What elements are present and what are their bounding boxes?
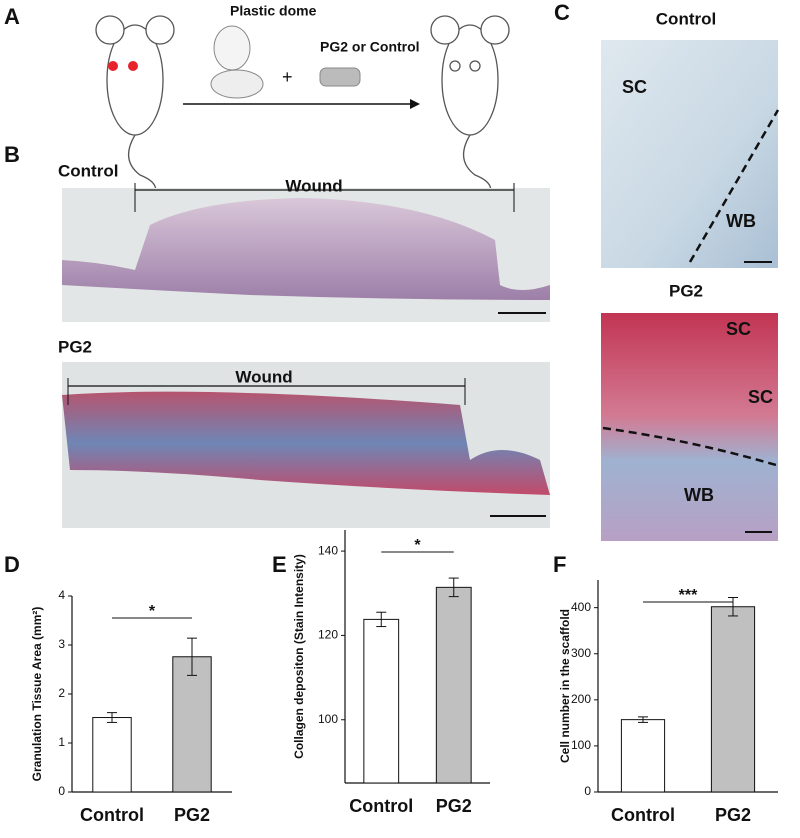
y-tick-label: 1	[58, 735, 65, 749]
significance: *	[149, 603, 156, 620]
y-axis-label: Cell number in the scaffold	[558, 609, 572, 763]
panel-label: F	[553, 552, 566, 577]
boundary	[602, 426, 777, 467]
wound-label: Wound	[235, 367, 292, 386]
y-tick-label: 400	[571, 600, 591, 614]
y-tick-label: 100	[571, 738, 591, 752]
x-tick-label: Control	[349, 796, 413, 816]
wound-dot	[108, 61, 118, 71]
wound-dot	[128, 61, 138, 71]
bar	[710, 606, 756, 793]
significance: *	[414, 537, 421, 554]
region-label: WB	[684, 485, 714, 505]
bar	[620, 719, 666, 793]
tissue	[62, 391, 550, 495]
boundary	[688, 109, 780, 263]
region-label: SC	[748, 387, 773, 407]
section-title: Control	[656, 9, 716, 28]
y-tick-label: 4	[58, 588, 65, 602]
y-tick-label: 100	[318, 712, 338, 726]
bar	[363, 618, 400, 784]
y-tick-label: 0	[58, 784, 65, 798]
x-tick-label: PG2	[174, 805, 210, 825]
arrow-head	[410, 99, 420, 109]
panel-label: E	[272, 552, 287, 577]
region-label: SC	[726, 319, 751, 339]
panel-label: A	[4, 4, 20, 29]
bar	[435, 586, 472, 784]
x-tick-label: Control	[611, 805, 675, 825]
y-axis-label: Collagen depositon (Stain Intensity)	[292, 554, 306, 759]
tissue	[62, 198, 550, 300]
region-label: WB	[726, 211, 756, 231]
mouse-right	[430, 15, 510, 201]
wound-label: Wound	[285, 176, 342, 195]
y-tick-label: 3	[58, 637, 65, 651]
significance: ***	[679, 587, 698, 604]
panel-label: B	[4, 142, 20, 167]
histology-image	[601, 313, 778, 541]
dome-icon	[213, 25, 251, 71]
bar	[172, 656, 212, 793]
y-tick-label: 120	[318, 628, 338, 642]
dome-label: Plastic dome	[230, 3, 317, 19]
section-title: Control	[58, 161, 118, 180]
panel-label: D	[4, 552, 20, 577]
y-axis-label: Granulation Tissue Area (mm²)	[30, 607, 44, 782]
section-title: PG2	[58, 337, 92, 356]
x-tick-label: PG2	[715, 805, 751, 825]
mouse-left	[95, 15, 175, 201]
x-tick-label: Control	[80, 805, 144, 825]
dome-icon	[210, 69, 264, 99]
bar	[92, 717, 132, 793]
panel-label: C	[554, 0, 570, 25]
x-tick-label: PG2	[436, 796, 472, 816]
treatment-label: PG2 or Control	[320, 39, 420, 55]
y-tick-label: 300	[571, 646, 591, 660]
histology-image	[601, 40, 778, 268]
plus: +	[282, 67, 293, 87]
region-label: SC	[622, 77, 647, 97]
scaffold-icon	[319, 67, 361, 87]
section-title: PG2	[669, 281, 703, 300]
y-tick-label: 200	[571, 692, 591, 706]
y-tick-label: 2	[58, 686, 65, 700]
y-tick-label: 0	[584, 784, 591, 798]
y-tick-label: 140	[318, 543, 338, 557]
